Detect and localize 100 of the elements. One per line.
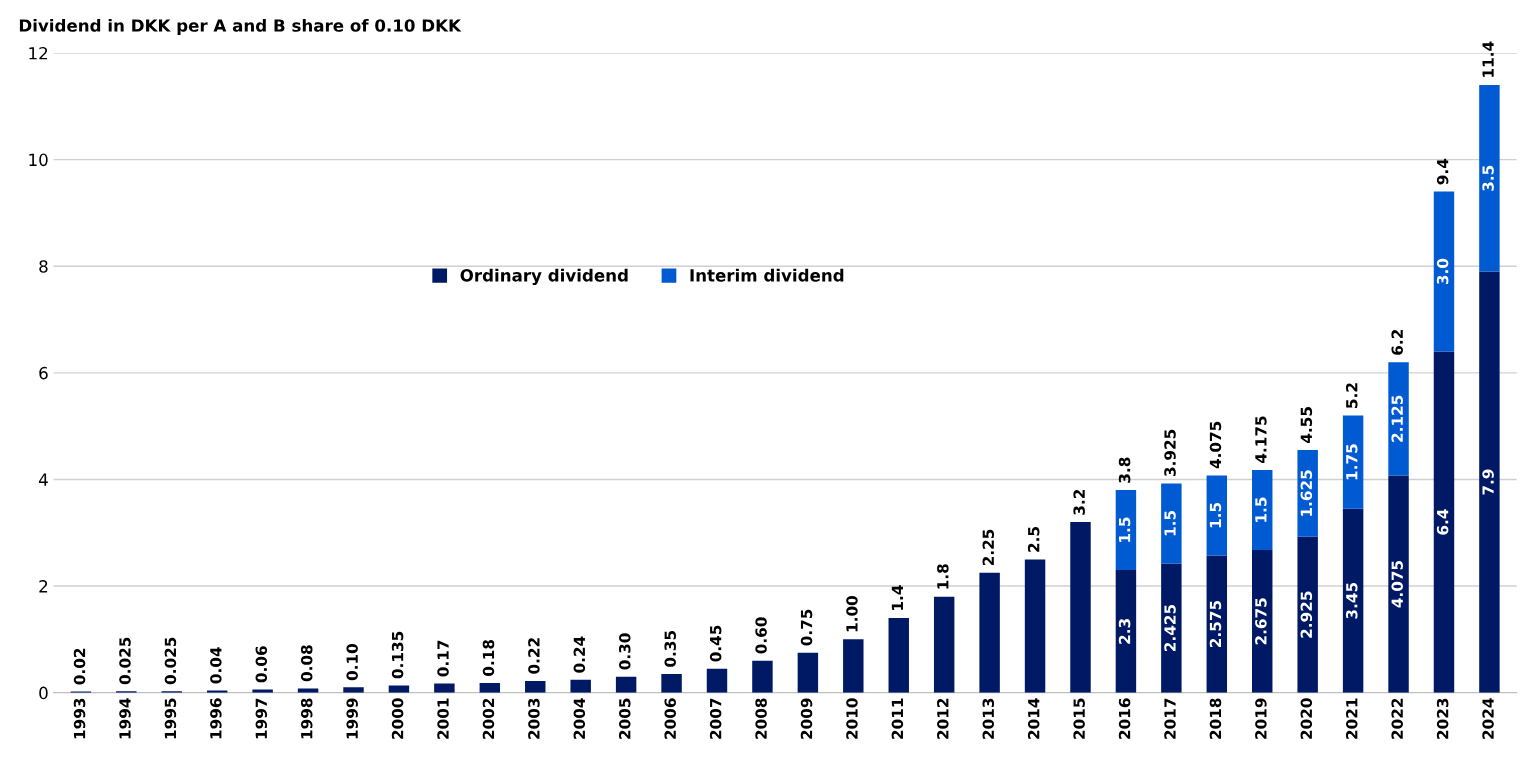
y-tick-label: 12 xyxy=(29,46,48,60)
bar xyxy=(1161,483,1182,564)
total-label: 4.175 xyxy=(1255,416,1267,464)
x-tick-label: 2016 xyxy=(1118,698,1131,739)
total-label: 0.24 xyxy=(573,636,586,673)
data-label: 2.925 xyxy=(1300,591,1313,638)
bar xyxy=(1070,522,1091,693)
x-tick-label: 2012 xyxy=(937,698,949,739)
bar xyxy=(1342,508,1364,693)
x-tick-label: 1999 xyxy=(346,698,358,739)
x-tick-label: 2018 xyxy=(1209,698,1222,739)
total-label: 9.4 xyxy=(1436,158,1449,185)
x-tick-label: 2022 xyxy=(1391,698,1403,739)
total-label: 1.00 xyxy=(846,595,858,632)
bar xyxy=(1433,191,1455,352)
x-tick-label: 2004 xyxy=(573,698,586,739)
bar xyxy=(570,679,591,693)
x-tick-label: 2017 xyxy=(1164,698,1176,739)
data-label: 1.75 xyxy=(1346,444,1358,480)
bar xyxy=(661,674,682,693)
data-label: 6.4 xyxy=(1436,509,1449,535)
x-tick-label: 2003 xyxy=(528,698,540,739)
total-label: 0.45 xyxy=(709,625,722,662)
x-tick-label: 1996 xyxy=(210,698,222,739)
bar xyxy=(297,688,319,693)
bar xyxy=(1297,536,1318,693)
data-label: 3.45 xyxy=(1345,582,1358,619)
total-label: 1.8 xyxy=(937,564,949,589)
x-tick-label: 2000 xyxy=(391,698,404,739)
x-tick-label: 2013 xyxy=(982,698,995,739)
total-label: 0.02 xyxy=(73,648,86,685)
data-label: 2.425 xyxy=(1164,604,1176,651)
x-tick-label: 2014 xyxy=(1027,698,1040,739)
bar xyxy=(1206,555,1228,693)
bar xyxy=(1433,351,1455,693)
total-label: 4.55 xyxy=(1300,407,1313,444)
data-label: 4.075 xyxy=(1391,560,1403,608)
total-label: 0.17 xyxy=(437,640,449,677)
total-label: 3.2 xyxy=(1073,489,1085,515)
bar xyxy=(797,652,819,693)
total-label: 4.075 xyxy=(1209,421,1222,469)
bar xyxy=(1342,415,1364,509)
total-label: 11.4 xyxy=(1482,41,1494,77)
data-label: 3.5 xyxy=(1482,165,1494,191)
total-label: 3.925 xyxy=(1164,429,1176,477)
bar xyxy=(1479,84,1500,272)
total-label: 0.18 xyxy=(482,639,495,676)
x-tick-label: 2020 xyxy=(1300,698,1313,739)
bar xyxy=(479,683,501,693)
bar xyxy=(252,689,273,693)
data-label: 1.5 xyxy=(1209,502,1222,528)
total-label: 0.60 xyxy=(755,617,767,654)
bar xyxy=(525,680,546,693)
total-label: 0.22 xyxy=(528,638,540,674)
total-label: 0.08 xyxy=(300,645,313,682)
total-label: 6.2 xyxy=(1391,330,1403,355)
bar xyxy=(706,668,728,693)
total-label: 0.025 xyxy=(119,637,131,685)
y-tick-label: 4 xyxy=(38,473,48,486)
x-tick-label: 2008 xyxy=(755,698,767,739)
bar xyxy=(1024,559,1046,693)
bar xyxy=(1252,470,1273,551)
x-tick-label: 1998 xyxy=(300,698,313,739)
total-label: 0.10 xyxy=(346,643,358,681)
x-tick-label: 2019 xyxy=(1255,698,1267,739)
x-tick-label: 2023 xyxy=(1436,698,1449,739)
total-label: 3.8 xyxy=(1118,457,1131,483)
total-label: 0.135 xyxy=(391,631,404,679)
total-label: 0.35 xyxy=(664,630,676,667)
x-tick-label: 1994 xyxy=(119,698,131,739)
x-tick-label: 2006 xyxy=(664,698,676,739)
bar xyxy=(343,687,364,693)
y-tick-label: 2 xyxy=(39,580,48,593)
bar xyxy=(1115,570,1137,693)
x-tick-label: 2011 xyxy=(891,698,904,739)
total-label: 2.25 xyxy=(982,529,995,566)
bar xyxy=(1388,475,1409,693)
total-label: 1.4 xyxy=(891,585,903,610)
bar xyxy=(1206,475,1228,556)
data-label: 1.5 xyxy=(1255,497,1267,522)
x-tick-label: 1997 xyxy=(255,698,268,739)
data-label: 1.5 xyxy=(1119,517,1131,542)
bar xyxy=(388,685,410,693)
x-tick-label: 2024 xyxy=(1482,698,1494,739)
legend-label: Interim dividend xyxy=(690,268,844,282)
data-label: 3.0 xyxy=(1436,258,1449,285)
x-tick-label: 2015 xyxy=(1073,698,1085,739)
y-tick-label: 8 xyxy=(39,260,48,273)
x-tick-label: 2009 xyxy=(800,698,813,739)
data-label: 2.125 xyxy=(1391,395,1403,442)
data-label: 7.9 xyxy=(1482,469,1494,495)
x-tick-label: 2007 xyxy=(709,698,722,739)
data-label: 2.3 xyxy=(1118,619,1131,644)
x-tick-label: 2010 xyxy=(846,698,858,739)
bar xyxy=(1388,362,1409,476)
x-tick-label: 2005 xyxy=(619,698,631,739)
total-label: 0.75 xyxy=(800,609,813,646)
bar xyxy=(1115,490,1137,571)
total-label: 0.04 xyxy=(210,647,222,684)
bar xyxy=(1161,563,1182,693)
